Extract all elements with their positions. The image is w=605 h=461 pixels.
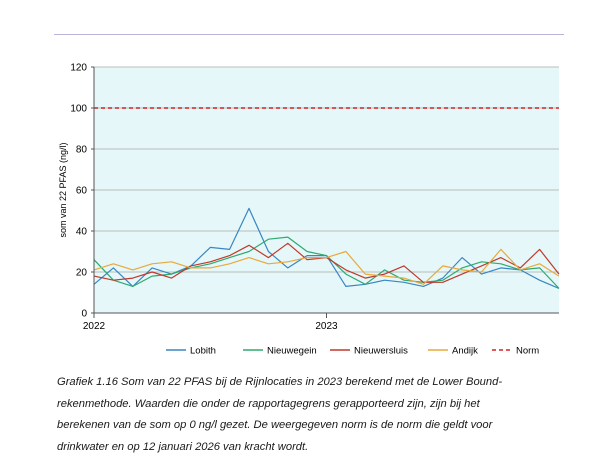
caption-line-3: berekenen van de som op 0 ng/l gezet. De… xyxy=(57,419,493,431)
caption-line-4: drinkwater en op 12 januari 2026 van kra… xyxy=(57,440,309,453)
x-tick-2023: 2023 xyxy=(315,321,338,332)
y-axis-label: som van 22 PFAS (ng/l) xyxy=(58,142,68,237)
y-tick-labels: 0 20 40 60 80 100 120 xyxy=(70,63,94,320)
legend-label-nieuwersluis: Nieuwersluis xyxy=(354,346,408,357)
y-tick-40: 40 xyxy=(76,227,88,238)
series-lines xyxy=(93,107,560,289)
figure-caption: Grafiek 1.16 Som van 22 PFAS bij de Rijn… xyxy=(57,372,557,458)
legend: Lobith Nieuwegein Nieuwersluis Andijk Norm xyxy=(166,346,539,357)
y-tick-80: 80 xyxy=(76,145,88,156)
y-tick-120: 120 xyxy=(70,63,87,74)
caption-line-2: rekenmethode. Waarden die onder de rappo… xyxy=(57,397,480,410)
legend-label-norm: Norm xyxy=(516,346,539,357)
series-andijk xyxy=(93,248,560,285)
y-tick-20: 20 xyxy=(76,268,88,279)
x-tick-labels: 2022 2023 xyxy=(83,313,338,332)
pfas-line-chart: 0 20 40 60 80 100 120 2022 2023 som van 22 PFAS… xyxy=(58,63,560,357)
legend-label-lobith: Lobith xyxy=(190,346,216,357)
y-tick-60: 60 xyxy=(76,186,88,197)
x-tick-2022: 2022 xyxy=(83,321,106,332)
legend-label-nieuwegein: Nieuwegein xyxy=(267,346,317,357)
y-tick-100: 100 xyxy=(70,104,87,115)
series-nieuwegein xyxy=(93,236,560,289)
legend-label-andijk: Andijk xyxy=(452,346,478,357)
y-tick-0: 0 xyxy=(81,309,87,320)
top-divider xyxy=(54,34,564,35)
caption-line-1: Grafiek 1.16 Som van 22 PFAS bij de Rijn… xyxy=(57,376,503,388)
